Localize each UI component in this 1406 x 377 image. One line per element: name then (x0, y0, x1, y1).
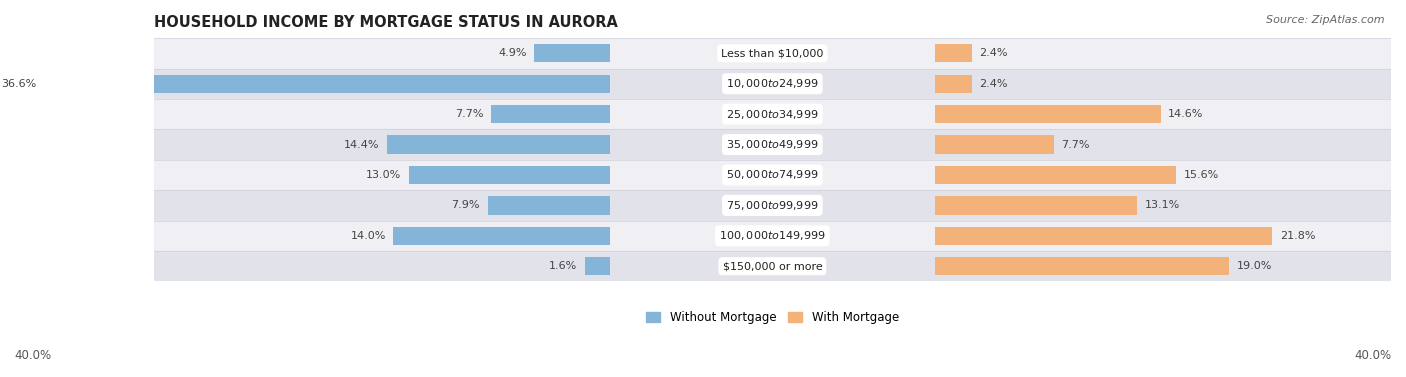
Text: 19.0%: 19.0% (1236, 261, 1271, 271)
Text: 2.4%: 2.4% (980, 79, 1008, 89)
Text: 4.9%: 4.9% (498, 48, 526, 58)
Text: 14.0%: 14.0% (350, 231, 385, 241)
Bar (935, 105, 1160, 123)
Text: $75,000 to $99,999: $75,000 to $99,999 (725, 199, 818, 212)
Text: Source: ZipAtlas.com: Source: ZipAtlas.com (1267, 15, 1385, 25)
Bar (153, 190, 1391, 221)
Bar (935, 75, 972, 93)
Text: $25,000 to $34,999: $25,000 to $34,999 (725, 108, 818, 121)
Bar (153, 221, 1391, 251)
Text: $50,000 to $74,999: $50,000 to $74,999 (725, 169, 818, 181)
Bar (935, 166, 1175, 184)
Bar (491, 105, 610, 123)
Bar (153, 160, 1391, 190)
Bar (387, 135, 610, 154)
Text: 36.6%: 36.6% (1, 79, 37, 89)
Text: 1.6%: 1.6% (550, 261, 578, 271)
Text: $10,000 to $24,999: $10,000 to $24,999 (725, 77, 818, 90)
Text: 40.0%: 40.0% (14, 349, 51, 362)
Bar (935, 227, 1272, 245)
Bar (153, 38, 1391, 69)
Text: 7.7%: 7.7% (454, 109, 484, 119)
Text: 13.0%: 13.0% (366, 170, 401, 180)
Bar (935, 135, 1054, 154)
Bar (153, 99, 1391, 129)
Text: 15.6%: 15.6% (1184, 170, 1219, 180)
Bar (394, 227, 610, 245)
Text: 40.0%: 40.0% (1355, 349, 1392, 362)
Text: 7.7%: 7.7% (1062, 139, 1090, 150)
Bar (153, 129, 1391, 160)
Bar (153, 251, 1391, 281)
Bar (534, 44, 610, 63)
Bar (409, 166, 610, 184)
Text: 14.6%: 14.6% (1168, 109, 1204, 119)
Bar (488, 196, 610, 215)
Legend: Without Mortgage, With Mortgage: Without Mortgage, With Mortgage (641, 307, 904, 329)
Text: 7.9%: 7.9% (451, 201, 479, 210)
Text: 21.8%: 21.8% (1279, 231, 1315, 241)
Bar (935, 196, 1137, 215)
Bar (153, 69, 1391, 99)
Bar (585, 257, 610, 275)
Text: Less than $10,000: Less than $10,000 (721, 48, 824, 58)
Bar (935, 257, 1229, 275)
Text: 14.4%: 14.4% (344, 139, 380, 150)
Text: $35,000 to $49,999: $35,000 to $49,999 (725, 138, 818, 151)
Text: $150,000 or more: $150,000 or more (723, 261, 823, 271)
Text: 13.1%: 13.1% (1144, 201, 1181, 210)
Text: $100,000 to $149,999: $100,000 to $149,999 (718, 229, 825, 242)
Text: HOUSEHOLD INCOME BY MORTGAGE STATUS IN AURORA: HOUSEHOLD INCOME BY MORTGAGE STATUS IN A… (153, 15, 617, 30)
Bar (44, 75, 610, 93)
Text: 2.4%: 2.4% (980, 48, 1008, 58)
Bar (935, 44, 972, 63)
